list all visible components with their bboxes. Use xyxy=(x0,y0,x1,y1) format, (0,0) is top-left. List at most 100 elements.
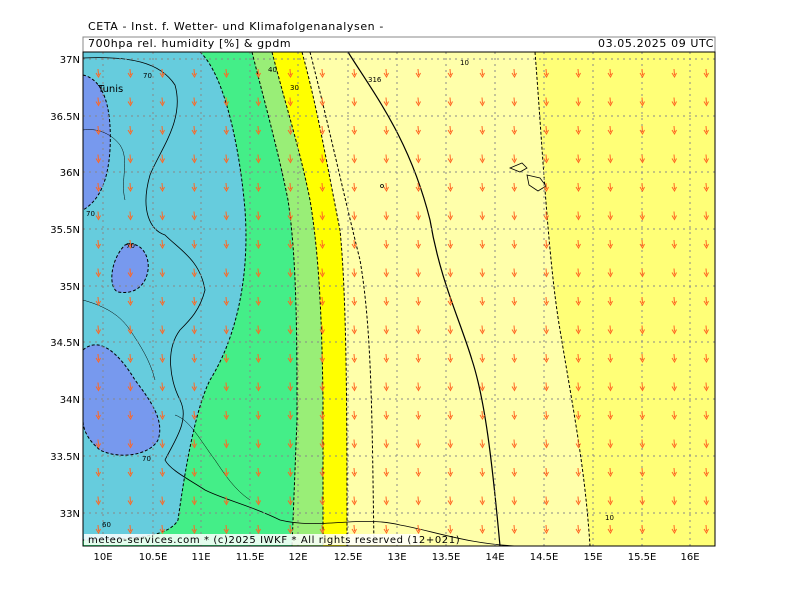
wind-arrow-head xyxy=(127,414,133,421)
wind-arrow-shaft xyxy=(257,154,259,161)
contour-label-rh70: 70 xyxy=(126,242,135,250)
wind-arrow-head xyxy=(671,471,677,478)
wind-arrow-head xyxy=(511,243,517,250)
wind-arrow-shaft xyxy=(673,182,675,190)
wind-arrow-head xyxy=(415,471,421,478)
wind-arrow-head xyxy=(415,101,421,107)
wind-arrow-head xyxy=(479,357,485,364)
wind-arrow-head xyxy=(639,386,645,392)
wind-arrow-head xyxy=(95,186,101,193)
wind-arrow-shaft xyxy=(161,211,163,218)
wind-arrow-shaft xyxy=(545,211,547,218)
wind-arrow-head xyxy=(479,300,485,307)
wind-arrow-shaft xyxy=(97,296,99,304)
wind-arrow-shaft xyxy=(161,182,163,190)
wind-arrow-shaft xyxy=(129,325,131,332)
wind-arrow-head xyxy=(447,101,453,107)
wind-arrow-head xyxy=(447,528,453,535)
wind-arrow-head xyxy=(575,215,581,221)
wind-arrow-head xyxy=(543,329,549,335)
wind-arrow-head xyxy=(511,528,517,535)
wind-arrow-head xyxy=(703,329,709,335)
wind-arrow-shaft xyxy=(385,382,387,389)
wind-arrow-head xyxy=(351,129,357,136)
wind-arrow-head xyxy=(703,414,709,421)
wind-arrow-shaft xyxy=(513,353,515,361)
wind-arrow-head xyxy=(159,329,165,335)
wind-arrow-head xyxy=(351,386,357,392)
wind-arrow-shaft xyxy=(385,296,387,304)
wind-arrow-head xyxy=(287,300,293,307)
wind-arrow-shaft xyxy=(577,154,579,161)
wind-arrow-shaft xyxy=(577,439,579,446)
wind-arrow-shaft xyxy=(481,296,483,304)
wind-arrow-head xyxy=(639,158,645,164)
wind-arrow-shaft xyxy=(321,296,323,304)
wind-arrow-shaft xyxy=(289,410,291,418)
wind-arrow-head xyxy=(671,158,677,164)
wind-arrow-head xyxy=(671,72,677,79)
wind-arrow-shaft xyxy=(193,353,195,361)
wind-arrow-shaft xyxy=(321,496,323,503)
wind-arrow-shaft xyxy=(641,439,643,446)
wind-arrow-shaft xyxy=(641,382,643,389)
contour-label-rh70: 70 xyxy=(142,455,151,463)
wind-arrow-head xyxy=(383,500,389,506)
wind-arrow-shaft xyxy=(417,496,419,503)
wind-arrow-shaft xyxy=(289,524,291,532)
wind-arrow-shaft xyxy=(193,410,195,418)
wind-arrow-head xyxy=(639,300,645,307)
wind-arrow-shaft xyxy=(161,496,163,503)
wind-arrow-head xyxy=(447,243,453,250)
wind-arrow-head xyxy=(95,158,101,164)
wind-arrow-head xyxy=(191,101,197,107)
wind-arrow-shaft xyxy=(417,182,419,190)
wind-arrow-head xyxy=(319,243,325,250)
wind-arrow-head xyxy=(383,272,389,278)
wind-arrow-head xyxy=(287,500,293,506)
wind-arrow-head xyxy=(639,101,645,107)
wind-arrow-shaft xyxy=(257,97,259,104)
wind-arrow-shaft xyxy=(385,211,387,218)
wind-arrow-head xyxy=(415,215,421,221)
wind-arrow-shaft xyxy=(705,154,707,161)
wind-arrow-head xyxy=(95,357,101,364)
footer-bg xyxy=(84,534,420,545)
wind-arrow-head xyxy=(351,357,357,364)
wind-arrow-head xyxy=(447,471,453,478)
wind-arrow-shaft xyxy=(449,467,451,475)
contour-label-rh10: 10 xyxy=(605,514,614,522)
wind-arrow-head xyxy=(191,129,197,136)
wind-arrow-head xyxy=(191,528,197,535)
wind-arrow-shaft xyxy=(609,154,611,161)
wind-arrow-shaft xyxy=(193,382,195,389)
wind-arrow-head xyxy=(159,300,165,307)
wind-arrow-head xyxy=(415,528,421,535)
wind-arrow-head xyxy=(607,329,613,335)
wind-arrow-head xyxy=(511,443,517,449)
wind-arrow-head xyxy=(319,300,325,307)
wind-arrow-head xyxy=(703,300,709,307)
wind-arrow-shaft xyxy=(161,97,163,104)
wind-arrow-head xyxy=(671,329,677,335)
wind-arrow-shaft xyxy=(161,325,163,332)
wind-arrow-head xyxy=(351,414,357,421)
wind-arrow-head xyxy=(223,329,229,335)
wind-arrow-shaft xyxy=(385,410,387,418)
wind-arrow-head xyxy=(191,186,197,193)
wind-arrow-shaft xyxy=(705,296,707,304)
lat-label: 36N xyxy=(60,168,80,179)
wind-arrow-shaft xyxy=(513,125,515,133)
wind-arrow-shaft xyxy=(225,97,227,104)
wind-arrow-shaft xyxy=(321,182,323,190)
wind-arrow-head xyxy=(671,500,677,506)
wind-arrow-head xyxy=(351,72,357,79)
wind-arrow-head xyxy=(159,129,165,136)
wind-arrow-shaft xyxy=(385,125,387,133)
wind-arrow-shaft xyxy=(225,410,227,418)
rh-blob-north xyxy=(83,75,111,210)
wind-arrow-shaft xyxy=(673,125,675,133)
map-frame xyxy=(82,51,716,547)
copyright-footer: meteo-services.com * (c)2025 IWKF * All … xyxy=(88,535,460,546)
wind-arrow-head xyxy=(319,414,325,421)
